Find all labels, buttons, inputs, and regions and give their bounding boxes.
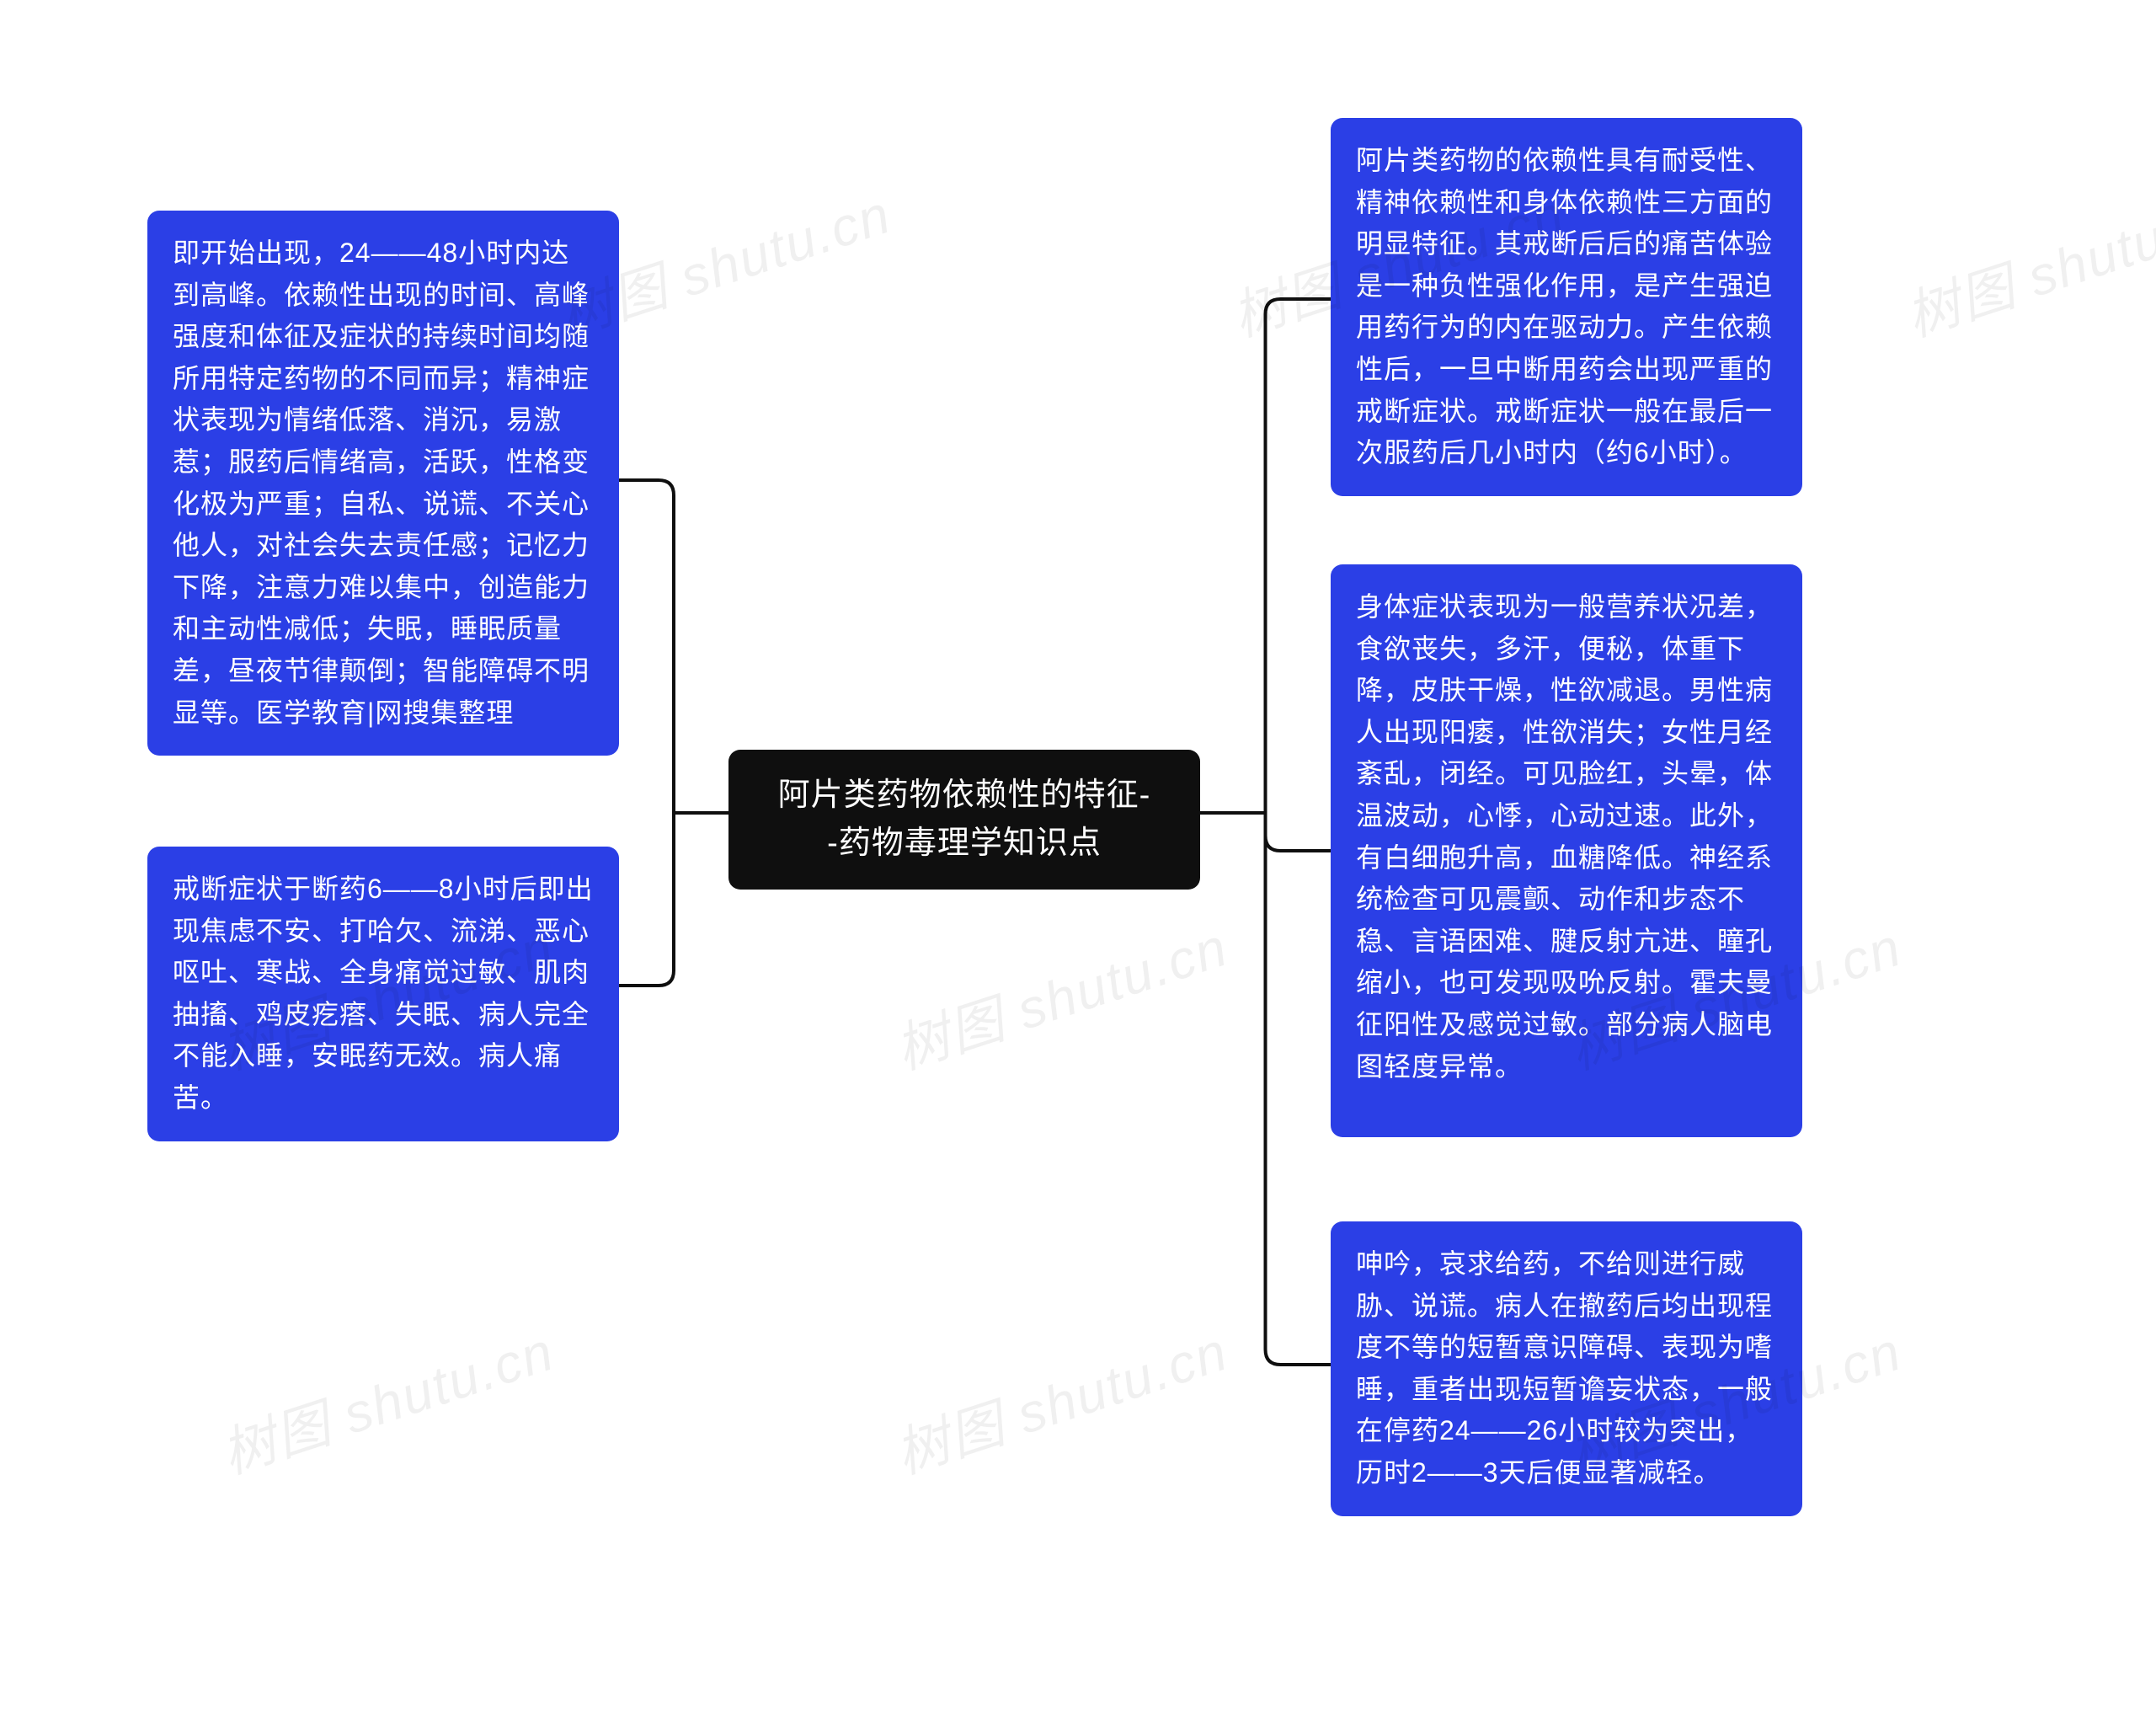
left-branch-2: 戒断症状于断药6——8小时后即出现焦虑不安、打哈欠、流涕、恶心呕吐、寒战、全身痛… [147,847,619,1141]
center-line2: -药物毒理学知识点 [827,826,1102,861]
center-line1: 阿片类药物依赖性的特征- [778,778,1151,813]
left-branch-1-text: 即开始出现，24——48小时内达到高峰。依赖性出现的时间、高峰强度和体征及症状的… [173,238,590,728]
watermark-text: 树图 shutu.cn [884,904,1236,1084]
watermark-text: 树图 shutu.cn [211,1308,563,1488]
right-branch-1-text: 阿片类药物的依赖性具有耐受性、精神依赖性和身体依赖性三方面的明显特征。其戒断后后… [1356,145,1773,468]
left-branch-2-text: 戒断症状于断药6——8小时后即出现焦虑不安、打哈欠、流涕、恶心呕吐、寒战、全身痛… [173,874,594,1113]
right-branch-1: 阿片类药物的依赖性具有耐受性、精神依赖性和身体依赖性三方面的明显特征。其戒断后后… [1331,118,1802,496]
right-branch-3: 呻吟，哀求给药，不给则进行威胁、说谎。病人在撤药后均出现程度不等的短暂意识障碍、… [1331,1221,1802,1516]
center-node: 阿片类药物依赖性的特征- -药物毒理学知识点 [728,750,1200,890]
right-branch-2: 身体症状表现为一般营养状况差，食欲丧失，多汗，便秘，体重下降，皮肤干燥，性欲减退… [1331,564,1802,1137]
watermark-text: 树图 shutu.cn [884,1308,1236,1488]
left-branch-1: 即开始出现，24——48小时内达到高峰。依赖性出现的时间、高峰强度和体征及症状的… [147,211,619,756]
right-branch-3-text: 呻吟，哀求给药，不给则进行威胁、说谎。病人在撤药后均出现程度不等的短暂意识障碍、… [1356,1248,1773,1488]
right-branch-2-text: 身体症状表现为一般营养状况差，食欲丧失，多汗，便秘，体重下降，皮肤干燥，性欲减退… [1356,591,1773,1082]
watermark-text: 树图 shutu.cn [1895,171,2156,351]
